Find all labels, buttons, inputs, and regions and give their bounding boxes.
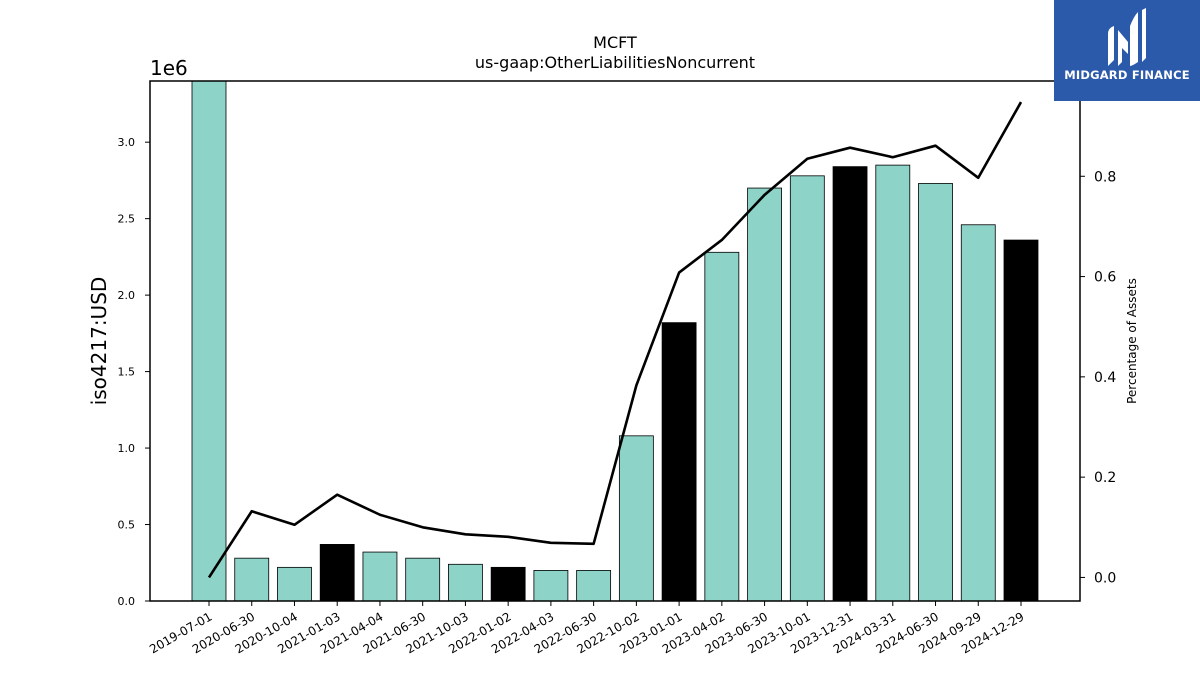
bar	[789, 175, 825, 602]
y-tick-label: 3.0	[118, 136, 136, 149]
bar	[448, 563, 483, 602]
logo-icon	[1108, 8, 1146, 66]
bar	[960, 224, 996, 602]
percentage-line	[207, 101, 1023, 579]
bars-layer	[191, 80, 1039, 602]
bar	[704, 251, 740, 602]
plot-frame	[149, 80, 1081, 602]
bar	[277, 566, 312, 602]
y2-axis-label: Percentage of Assets	[1125, 278, 1139, 404]
line-layer	[207, 101, 1023, 579]
brand-logo: MIDGARD FINANCE	[1054, 0, 1200, 101]
bar	[661, 322, 697, 602]
y-tick-label: 0.5	[118, 519, 136, 532]
y-tick-label: 0.0	[118, 595, 136, 608]
bar	[618, 435, 654, 602]
y-offset-label: 1e6	[150, 56, 188, 80]
bar	[490, 566, 526, 602]
y-tick-label: 2.5	[118, 213, 136, 226]
bar	[576, 570, 612, 602]
bar	[191, 80, 227, 602]
y-tick-label: 1.0	[118, 442, 136, 455]
bar	[405, 557, 441, 602]
y2-tick-label: 0.6	[1094, 270, 1116, 286]
chart-title: MCFT	[593, 33, 637, 52]
chart-subtitle: us-gaap:OtherLiabilitiesNoncurrent	[475, 53, 755, 72]
bar	[875, 164, 911, 602]
bar	[747, 187, 782, 602]
bar	[918, 183, 953, 602]
y-tick-label: 1.5	[118, 366, 136, 379]
bar	[832, 166, 868, 602]
y2-tick-label: 0.8	[1094, 169, 1116, 185]
bar	[362, 551, 398, 602]
logo-text: MIDGARD FINANCE	[1064, 68, 1190, 82]
y2-tick-label: 0.4	[1094, 370, 1116, 386]
y-tick-label: 2.0	[118, 289, 136, 302]
y-axis-label: iso4217:USD	[87, 277, 111, 406]
bar	[319, 544, 355, 602]
y2-tick-label: 0.0	[1094, 570, 1116, 586]
bar	[1003, 239, 1039, 602]
y2-tick-label: 0.2	[1094, 470, 1116, 486]
bar	[533, 570, 569, 602]
bar	[234, 557, 270, 602]
